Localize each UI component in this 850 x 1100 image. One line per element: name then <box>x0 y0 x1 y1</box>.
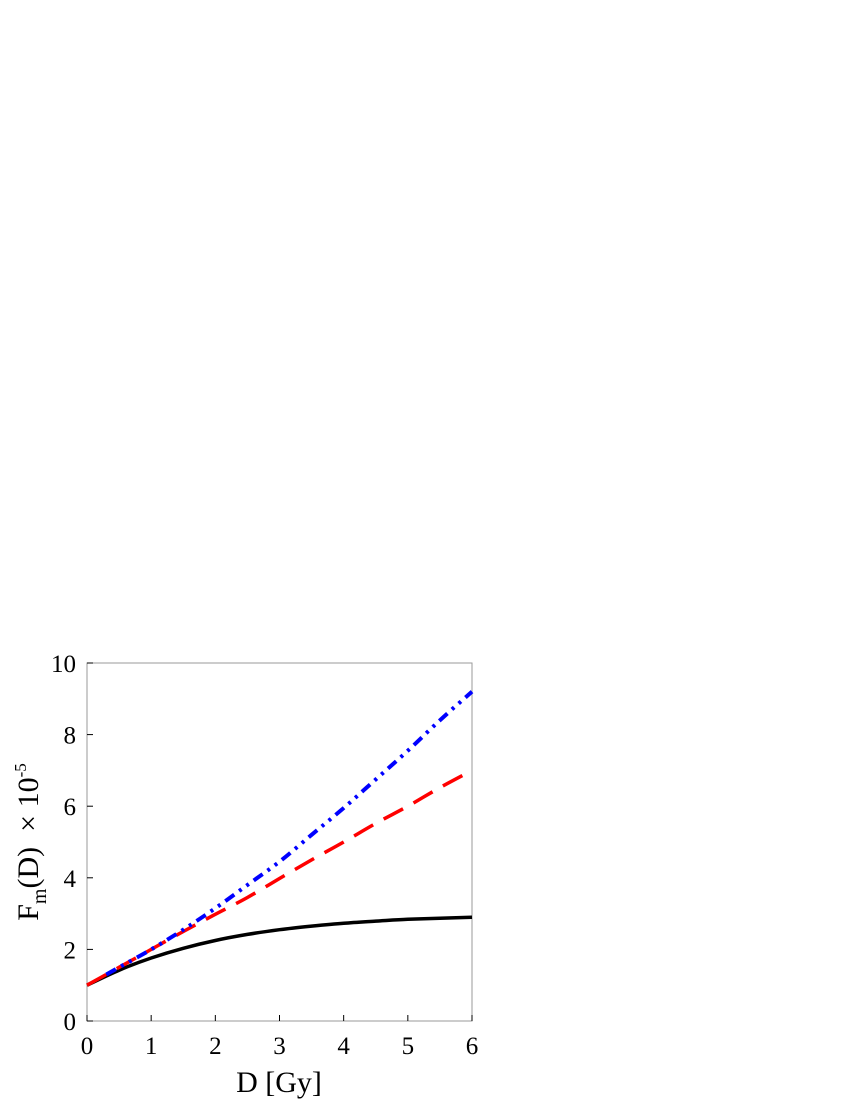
x-tick-label-5: 5 <box>402 1033 415 1060</box>
y-axis-label-subscript: m <box>29 888 51 904</box>
x-tick-label-4: 4 <box>337 1033 350 1060</box>
axis-tick-labels: 0 1 2 3 4 5 6 0 2 4 6 8 10 <box>51 651 478 1060</box>
x-tick-label-0: 0 <box>81 1033 94 1060</box>
series-line-dash-dot-dot <box>105 690 474 977</box>
y-tick-label-3: 6 <box>64 794 77 821</box>
axis-ticks <box>86 662 473 1022</box>
y-tick-label-2: 4 <box>64 866 77 893</box>
x-tick-label-2: 2 <box>209 1033 222 1060</box>
y-tick-label-5: 10 <box>51 651 76 678</box>
plot-frame <box>86 662 473 1022</box>
series-line-dashed <box>86 768 473 987</box>
x-axis-label: D [Gy] <box>236 1066 322 1099</box>
y-tick-label-0: 0 <box>64 1009 77 1036</box>
y-tick-label-1: 2 <box>64 937 77 964</box>
x-tick-label-1: 1 <box>145 1033 158 1060</box>
y-axis-label-superscript: -5 <box>11 763 30 777</box>
y-tick-label-4: 8 <box>64 723 77 750</box>
series-group <box>86 690 474 987</box>
x-tick-label-6: 6 <box>466 1033 479 1060</box>
y-axis-label-main: F <box>12 904 45 921</box>
series-line-solid <box>86 915 473 987</box>
x-tick-label-3: 3 <box>273 1033 286 1060</box>
y-axis-label: Fm(D) × 10-5 <box>11 763 51 921</box>
y-axis-label-after: (D) × 10 <box>12 777 45 888</box>
